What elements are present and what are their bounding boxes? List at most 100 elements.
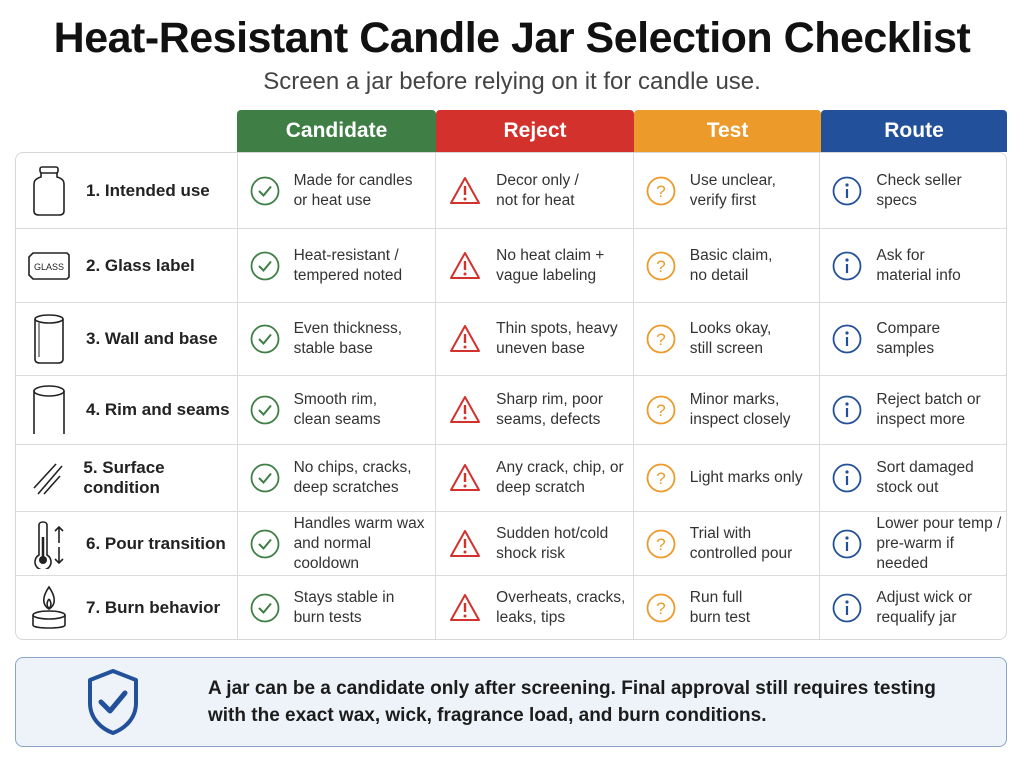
svg-text:?: ? [656, 257, 665, 276]
candidate-cell: Heat-resistant / tempered noted [238, 229, 437, 302]
check-circle-icon [250, 463, 279, 493]
test-cell: ? Trial with controlled pour [634, 512, 821, 575]
info-circle-icon [832, 324, 862, 354]
table-row: 7. Burn behavior Stays stable in burn tes… [16, 576, 1006, 639]
candidate-text: No chips, cracks, deep scratches [293, 459, 412, 496]
reject-text: Overheats, cracks, leaks, tips [496, 589, 626, 626]
criterion-label: 2. Glass label [86, 255, 195, 275]
table-row: GLASS 2. Glass label Heat-resistant / temp… [16, 229, 1006, 303]
test-text: Use unclear, verify first [689, 171, 776, 209]
svg-text:GLASS: GLASS [34, 262, 64, 272]
test-text: Looks okay, still screen [689, 320, 772, 357]
reject-text: Decor only / not for heat [496, 171, 579, 209]
reject-text: No heat claim + vague labeling [496, 246, 605, 284]
route-text: Ask for material info [876, 246, 961, 284]
info-circle-icon [832, 251, 862, 280]
svg-text:?: ? [656, 599, 665, 618]
criterion-label: 3. Wall and base [86, 329, 218, 348]
warning-triangle-icon [450, 251, 481, 279]
checklist-table: 1. Intended use Made for candles or heat … [15, 152, 1007, 640]
reject-text: Thin spots, heavy uneven base [496, 320, 618, 357]
cylinder-glass-icon [26, 314, 72, 364]
candidate-text: Heat-resistant / tempered noted [293, 246, 403, 284]
warning-triangle-icon [450, 594, 481, 621]
criterion-cell: 3. Wall and base [16, 303, 238, 375]
question-circle-icon: ? [646, 176, 676, 205]
reject-cell: Sharp rim, poor seams, defects [436, 376, 634, 444]
candidate-text: Made for candles or heat use [293, 171, 413, 209]
header-candidate: Candidate [237, 110, 436, 152]
question-circle-icon: ? [646, 529, 676, 558]
check-circle-icon [250, 529, 279, 558]
route-text: Lower pour temp / pre-warm if needed [876, 514, 1002, 572]
test-cell: ? Light marks only [634, 445, 821, 511]
warning-triangle-icon [450, 464, 481, 491]
check-circle-icon [250, 251, 279, 280]
table-row: 6. Pour transition Handles warm wax and n… [16, 512, 1006, 576]
jar-icon [26, 165, 72, 216]
reject-cell: No heat claim + vague labeling [436, 229, 634, 302]
candidate-cell: Stays stable in burn tests [238, 576, 437, 639]
reject-cell: Sudden hot/cold shock risk [436, 512, 634, 575]
route-cell: Compare samples [820, 303, 1006, 375]
test-text: Minor marks, inspect closely [689, 391, 791, 428]
check-circle-icon [250, 395, 279, 425]
test-text: Trial with controlled pour [689, 524, 793, 562]
route-cell: Lower pour temp / pre-warm if needed [820, 512, 1006, 575]
route-cell: Ask for material info [820, 229, 1006, 302]
check-circle-icon [250, 593, 279, 623]
criterion-cell: 1. Intended use [16, 153, 238, 228]
info-circle-icon [832, 529, 862, 558]
footer-note: A jar can be a candidate only after scre… [15, 657, 1007, 747]
thermometer-icon [26, 520, 72, 569]
candidate-text: Smooth rim, clean seams [293, 391, 381, 428]
footer-text: A jar can be a candidate only after scre… [208, 678, 936, 726]
question-circle-icon: ? [646, 395, 676, 425]
question-circle-icon: ? [646, 251, 676, 280]
candle-flame-icon [26, 585, 72, 631]
reject-cell: Thin spots, heavy uneven base [436, 303, 634, 375]
svg-text:?: ? [656, 182, 665, 201]
candidate-cell: Made for candles or heat use [238, 153, 437, 228]
warning-triangle-icon [450, 176, 481, 204]
candidate-text: Even thickness, stable base [293, 320, 403, 357]
test-text: Run full burn test [689, 589, 751, 626]
route-text: Check seller specs [876, 171, 962, 209]
reject-text: Sudden hot/cold shock risk [496, 524, 609, 562]
header-route: Route [821, 110, 1007, 152]
warning-triangle-icon [450, 396, 481, 423]
glass-label-icon: GLASS [26, 243, 72, 289]
criterion-label: 7. Burn behavior [86, 598, 221, 617]
route-cell: Adjust wick or requalify jar [820, 576, 1006, 639]
warning-triangle-icon [450, 325, 481, 352]
question-circle-icon: ? [646, 593, 676, 623]
question-circle-icon: ? [646, 463, 676, 493]
route-cell: Reject batch or inspect more [820, 376, 1006, 444]
candidate-text: Stays stable in burn tests [293, 589, 395, 626]
reject-text: Sharp rim, poor seams, defects [496, 391, 603, 428]
reject-cell: Any crack, chip, or deep scratch [436, 445, 634, 511]
candidate-cell: Handles warm wax and normal cooldown [238, 512, 437, 575]
route-cell: Check seller specs [820, 153, 1006, 228]
info-circle-icon [832, 463, 862, 493]
test-cell: ? Use unclear, verify first [634, 153, 821, 228]
criterion-label: 4. Rim and seams [86, 400, 230, 419]
table-row: 3. Wall and base Even thickness, stable b… [16, 303, 1006, 376]
reject-cell: Overheats, cracks, leaks, tips [436, 576, 634, 639]
info-circle-icon [832, 176, 862, 205]
candidate-cell: Even thickness, stable base [238, 303, 437, 375]
route-cell: Sort damaged stock out [820, 445, 1006, 511]
header-test: Test [634, 110, 821, 152]
route-text: Reject batch or inspect more [876, 391, 981, 428]
criterion-label: 5. Surface condition [83, 458, 165, 497]
shield-check-icon [88, 669, 138, 735]
check-circle-icon [250, 176, 279, 205]
info-circle-icon [832, 593, 862, 623]
page-title: Heat-Resistant Candle Jar Selection Chec… [53, 14, 971, 62]
test-text: Basic claim, no detail [689, 246, 773, 284]
criterion-cell: 5. Surface condition [16, 445, 238, 511]
table-row: 5. Surface condition No chips, cracks, de… [16, 445, 1006, 512]
route-text: Compare samples [876, 320, 941, 357]
candidate-cell: Smooth rim, clean seams [238, 376, 437, 444]
rim-icon [26, 385, 72, 434]
